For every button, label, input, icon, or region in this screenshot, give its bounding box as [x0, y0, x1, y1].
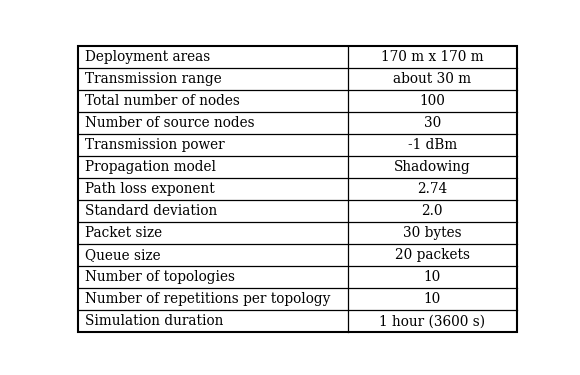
- Text: 30: 30: [423, 116, 441, 130]
- Text: Transmission range: Transmission range: [85, 72, 222, 86]
- Text: Queue size: Queue size: [85, 248, 161, 262]
- Text: 2.0: 2.0: [422, 204, 443, 218]
- Text: 10: 10: [423, 292, 441, 306]
- Text: 2.74: 2.74: [417, 182, 447, 196]
- Text: Standard deviation: Standard deviation: [85, 204, 218, 218]
- Text: Path loss exponent: Path loss exponent: [85, 182, 215, 196]
- Text: Shadowing: Shadowing: [394, 160, 470, 174]
- Text: 170 m x 170 m: 170 m x 170 m: [381, 51, 484, 64]
- Text: 100: 100: [419, 94, 445, 108]
- Text: Propagation model: Propagation model: [85, 160, 216, 174]
- Text: Packet size: Packet size: [85, 226, 162, 240]
- Text: Transmission power: Transmission power: [85, 138, 225, 152]
- Text: 1 hour (3600 s): 1 hour (3600 s): [379, 314, 485, 328]
- Text: -1 dBm: -1 dBm: [408, 138, 457, 152]
- Text: 30 bytes: 30 bytes: [403, 226, 462, 240]
- Text: Number of topologies: Number of topologies: [85, 270, 235, 284]
- Text: Total number of nodes: Total number of nodes: [85, 94, 240, 108]
- Text: 20 packets: 20 packets: [394, 248, 470, 262]
- Text: about 30 m: about 30 m: [393, 72, 471, 86]
- Text: Number of source nodes: Number of source nodes: [85, 116, 255, 130]
- Text: Number of repetitions per topology: Number of repetitions per topology: [85, 292, 331, 306]
- Text: 10: 10: [423, 270, 441, 284]
- Text: Simulation duration: Simulation duration: [85, 314, 224, 328]
- Text: Deployment areas: Deployment areas: [85, 51, 211, 64]
